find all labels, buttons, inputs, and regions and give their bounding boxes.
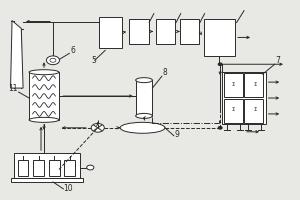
- Bar: [18, 160, 28, 176]
- Text: 8: 8: [163, 68, 167, 77]
- Ellipse shape: [29, 117, 59, 122]
- Bar: [222, 72, 266, 124]
- Ellipse shape: [136, 78, 152, 83]
- Text: 11: 11: [8, 84, 18, 93]
- Bar: [33, 160, 44, 176]
- Circle shape: [218, 63, 222, 65]
- Circle shape: [46, 56, 59, 65]
- Bar: [11, 178, 83, 182]
- Bar: [244, 73, 263, 97]
- Text: 9: 9: [175, 130, 180, 139]
- Ellipse shape: [29, 70, 59, 75]
- Text: 10: 10: [64, 184, 73, 193]
- Bar: [204, 19, 235, 56]
- Bar: [136, 80, 152, 116]
- Bar: [99, 17, 122, 48]
- Bar: [244, 99, 263, 123]
- Bar: [64, 160, 75, 176]
- Bar: [29, 72, 59, 120]
- Circle shape: [87, 165, 94, 170]
- Ellipse shape: [136, 113, 152, 118]
- Text: 5: 5: [91, 56, 96, 65]
- Circle shape: [50, 58, 56, 62]
- Text: Σ: Σ: [232, 107, 235, 112]
- Bar: [14, 153, 80, 178]
- Text: 7: 7: [275, 56, 280, 65]
- Bar: [156, 19, 176, 44]
- Bar: [49, 160, 59, 176]
- Text: 6: 6: [70, 46, 75, 55]
- Text: Σ: Σ: [253, 107, 256, 112]
- Bar: [224, 99, 243, 123]
- Bar: [180, 19, 199, 44]
- Ellipse shape: [120, 122, 165, 133]
- Bar: [224, 73, 243, 97]
- Text: Σ: Σ: [253, 82, 256, 87]
- Polygon shape: [11, 21, 23, 88]
- Text: Σ: Σ: [232, 82, 235, 87]
- Bar: [129, 19, 148, 44]
- Circle shape: [91, 123, 104, 132]
- Circle shape: [218, 127, 222, 129]
